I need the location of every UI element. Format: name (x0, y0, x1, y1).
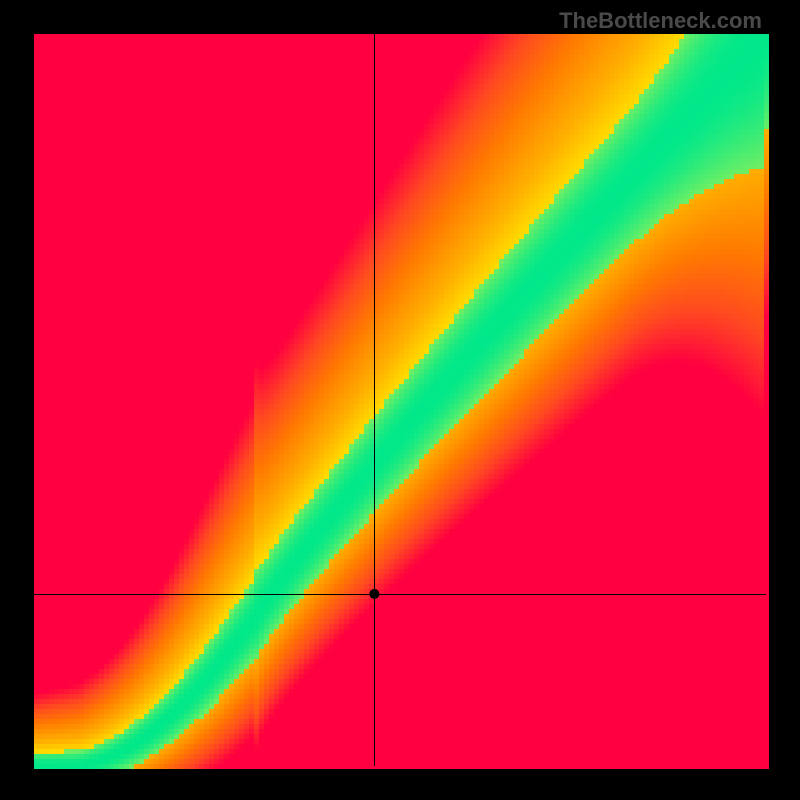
watermark-label: TheBottleneck.com (559, 8, 762, 34)
bottleneck-heatmap (0, 0, 800, 800)
chart-container: TheBottleneck.com (0, 0, 800, 800)
